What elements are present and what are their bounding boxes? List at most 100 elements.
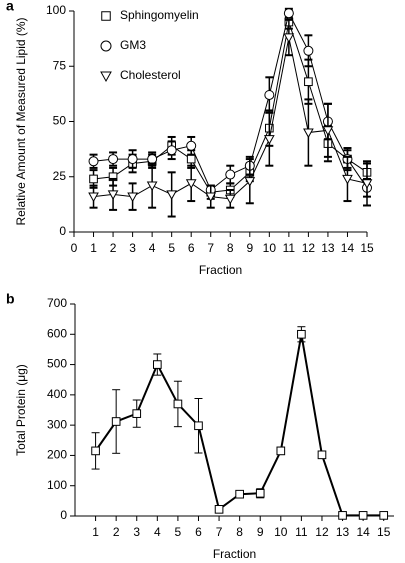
marker bbox=[338, 511, 347, 520]
marker bbox=[186, 140, 197, 151]
panel-label: a bbox=[6, 0, 14, 14]
y-axis-label: Relative Amount of Measured Lipid (%) bbox=[14, 17, 28, 225]
x-tick-label: 12 bbox=[302, 241, 316, 255]
x-tick-label: 6 bbox=[188, 241, 195, 255]
marker bbox=[317, 450, 327, 460]
marker bbox=[224, 194, 236, 205]
x-tick-label: 3 bbox=[129, 241, 136, 255]
y-tick-label: 100 bbox=[47, 478, 67, 492]
x-tick-label: 4 bbox=[149, 241, 156, 255]
x-tick-label: 1 bbox=[90, 241, 97, 255]
marker bbox=[127, 192, 138, 203]
marker bbox=[107, 190, 119, 200]
x-tick-label: 2 bbox=[110, 241, 117, 255]
marker bbox=[244, 177, 256, 187]
marker bbox=[264, 89, 275, 100]
y-tick-label: 25 bbox=[53, 169, 67, 183]
marker bbox=[173, 399, 183, 409]
x-axis-label: Fraction bbox=[199, 263, 242, 277]
marker bbox=[322, 126, 334, 136]
marker bbox=[88, 156, 99, 167]
x-tick-label: 8 bbox=[227, 241, 234, 255]
x-tick-label: 13 bbox=[336, 525, 350, 539]
x-tick-label: 10 bbox=[263, 241, 277, 255]
marker bbox=[127, 154, 138, 165]
legend-label: GM3 bbox=[120, 38, 146, 52]
marker bbox=[166, 190, 178, 200]
x-tick-label: 9 bbox=[257, 525, 264, 539]
x-tick-label: 14 bbox=[356, 525, 370, 539]
legend-marker bbox=[100, 71, 112, 83]
x-tick-label: 8 bbox=[236, 525, 243, 539]
marker bbox=[108, 154, 119, 165]
x-tick-label: 9 bbox=[246, 241, 253, 255]
marker bbox=[303, 45, 314, 56]
marker bbox=[255, 488, 265, 498]
marker bbox=[358, 511, 368, 520]
marker bbox=[225, 169, 236, 180]
marker bbox=[152, 360, 162, 369]
y-tick-label: 300 bbox=[47, 417, 67, 431]
y-tick-label: 100 bbox=[46, 3, 66, 17]
x-tick-label: 2 bbox=[113, 525, 120, 539]
legend-label: Sphingomyelin bbox=[120, 8, 199, 22]
marker bbox=[147, 154, 158, 165]
x-tick-label: 7 bbox=[216, 525, 223, 539]
x-tick-label: 3 bbox=[133, 525, 140, 539]
marker bbox=[342, 174, 353, 185]
x-tick-label: 11 bbox=[295, 525, 308, 539]
marker bbox=[214, 505, 224, 514]
marker bbox=[89, 174, 98, 184]
y-tick-label: 0 bbox=[59, 224, 66, 238]
marker bbox=[297, 329, 306, 339]
marker bbox=[194, 421, 203, 431]
x-tick-label: 5 bbox=[168, 241, 175, 255]
marker bbox=[283, 8, 294, 19]
panel-label: b bbox=[6, 291, 15, 307]
marker bbox=[276, 446, 286, 456]
marker bbox=[166, 145, 177, 156]
x-tick-label: 12 bbox=[315, 525, 329, 539]
x-tick-label: 7 bbox=[207, 241, 214, 255]
legend-label: Cholesterol bbox=[120, 68, 181, 82]
marker bbox=[263, 135, 275, 145]
marker bbox=[303, 128, 314, 139]
y-tick-label: 700 bbox=[47, 296, 67, 310]
marker bbox=[111, 417, 121, 426]
marker bbox=[185, 179, 197, 189]
y-tick-label: 75 bbox=[53, 58, 67, 72]
y-axis-label: Total Protein (μg) bbox=[14, 364, 28, 456]
y-tick-label: 200 bbox=[47, 448, 67, 462]
legend-marker bbox=[100, 40, 112, 52]
y-tick-label: 0 bbox=[60, 508, 67, 522]
marker bbox=[361, 179, 373, 189]
x-tick-label: 11 bbox=[283, 241, 296, 255]
x-tick-label: 0 bbox=[71, 241, 78, 255]
x-tick-label: 5 bbox=[175, 525, 182, 539]
marker bbox=[235, 489, 244, 499]
marker bbox=[88, 192, 99, 203]
marker bbox=[379, 511, 389, 520]
x-tick-label: 6 bbox=[195, 525, 202, 539]
x-tick-label: 10 bbox=[274, 525, 288, 539]
marker bbox=[205, 192, 217, 203]
y-tick-label: 50 bbox=[53, 114, 67, 128]
marker bbox=[304, 77, 313, 87]
x-tick-label: 4 bbox=[154, 525, 161, 539]
x-axis-label: Fraction bbox=[213, 547, 256, 561]
x-tick-label: 14 bbox=[341, 241, 355, 255]
legend-marker bbox=[101, 11, 111, 21]
y-tick-label: 600 bbox=[47, 326, 67, 340]
x-tick-label: 15 bbox=[360, 241, 374, 255]
marker bbox=[91, 446, 100, 456]
x-tick-label: 15 bbox=[377, 525, 391, 539]
y-tick-label: 400 bbox=[47, 387, 67, 401]
x-tick-label: 13 bbox=[321, 241, 335, 255]
marker bbox=[186, 154, 196, 164]
y-tick-label: 500 bbox=[47, 357, 67, 371]
marker bbox=[146, 181, 158, 192]
x-tick-label: 1 bbox=[92, 525, 99, 539]
series-line bbox=[94, 334, 384, 517]
marker bbox=[132, 409, 142, 418]
